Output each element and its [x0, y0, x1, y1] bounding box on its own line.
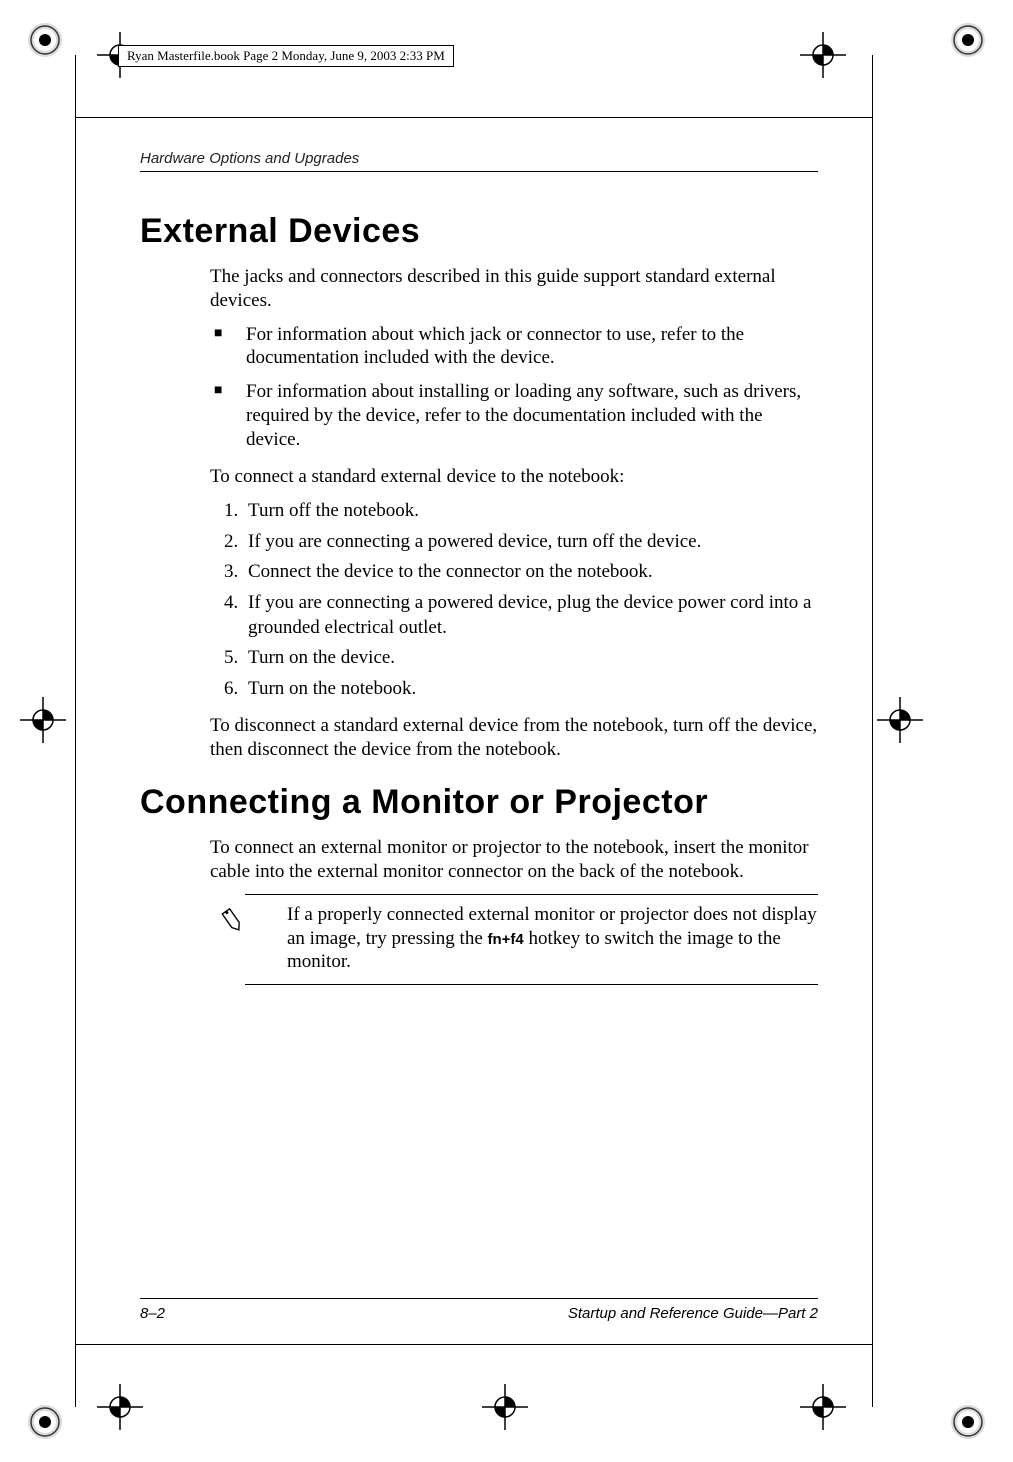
page-number: 8–2: [140, 1305, 165, 1322]
step-item: Turn off the notebook.: [224, 499, 818, 524]
crop-line: [75, 55, 76, 1407]
step-item: Connect the device to the connector on t…: [224, 560, 818, 585]
running-rule: [140, 171, 818, 172]
crop-crosshair-icon: [18, 695, 68, 745]
step-item: Turn on the device.: [224, 646, 818, 671]
bullet-item: For information about installing or load…: [210, 380, 818, 451]
hotkey-label: fn+f4: [488, 931, 524, 948]
crop-line: [75, 117, 873, 118]
note-pencil-icon: [217, 905, 247, 935]
step-item: If you are connecting a powered device, …: [224, 530, 818, 555]
step-item: If you are connecting a powered device, …: [224, 591, 818, 640]
crop-line: [75, 1344, 873, 1345]
footer-title: Startup and Reference Guide—Part 2: [568, 1305, 818, 1322]
crop-line: [872, 55, 873, 1407]
crop-crosshair-icon: [875, 695, 925, 745]
section2-intro: To connect an external monitor or projec…: [210, 836, 818, 884]
registration-mark-icon: [948, 1402, 988, 1442]
section1-steps: Turn off the notebook. If you are connec…: [224, 499, 818, 702]
heading-connecting-monitor: Connecting a Monitor or Projector: [140, 783, 818, 822]
running-head: Hardware Options and Upgrades: [140, 150, 818, 167]
bullet-item: For information about which jack or conn…: [210, 323, 818, 371]
content-area: Hardware Options and Upgrades External D…: [140, 150, 818, 1322]
step-item: Turn on the notebook.: [224, 677, 818, 702]
registration-mark-icon: [948, 20, 988, 60]
note-block: If a properly connected external monitor…: [245, 894, 818, 985]
section1-bullets: For information about which jack or conn…: [210, 323, 818, 452]
crop-crosshair-icon: [480, 1382, 530, 1432]
footer-rule: [140, 1298, 818, 1299]
registration-mark-icon: [25, 1402, 65, 1442]
crop-crosshair-icon: [798, 1382, 848, 1432]
section1-body: The jacks and connectors described in th…: [210, 265, 818, 761]
registration-mark-icon: [25, 20, 65, 60]
section1-lead: To connect a standard external device to…: [210, 465, 818, 489]
file-header-label: Ryan Masterfile.book Page 2 Monday, June…: [118, 45, 454, 67]
page: Ryan Masterfile.book Page 2 Monday, June…: [0, 0, 1013, 1462]
section1-outro: To disconnect a standard external device…: [210, 714, 818, 762]
heading-external-devices: External Devices: [140, 212, 818, 251]
section2-body: To connect an external monitor or projec…: [210, 836, 818, 985]
crop-crosshair-icon: [798, 30, 848, 80]
section1-intro: The jacks and connectors described in th…: [210, 265, 818, 313]
crop-crosshair-icon: [95, 1382, 145, 1432]
page-footer: 8–2 Startup and Reference Guide—Part 2: [140, 1298, 818, 1322]
